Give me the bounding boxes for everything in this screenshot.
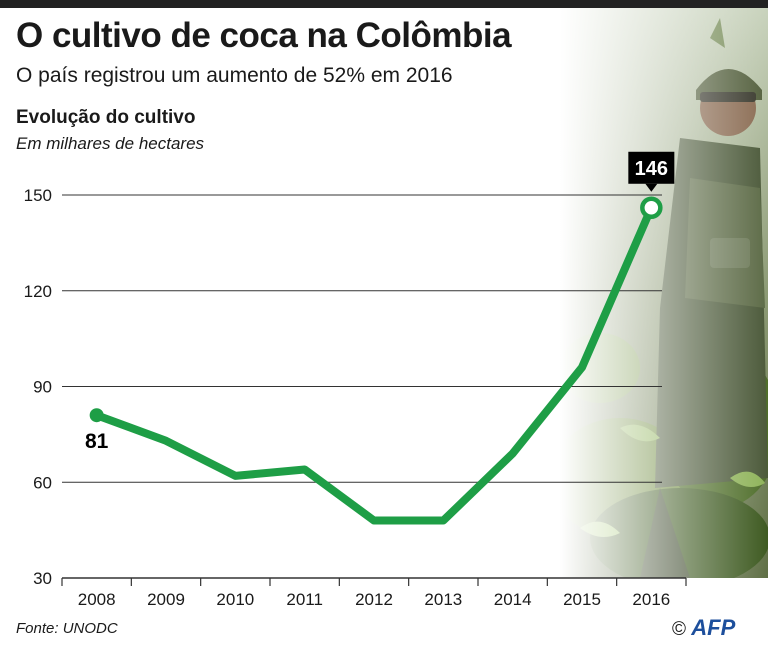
data-point-2008 xyxy=(89,408,104,423)
x-tick-label: 2015 xyxy=(563,590,601,609)
page-title: O cultivo de coca na Colômbia xyxy=(16,16,512,55)
data-label-2008: 81 xyxy=(85,430,109,453)
series-line xyxy=(92,203,656,525)
data-point-2016 xyxy=(640,196,663,220)
callout-pointer xyxy=(645,183,658,192)
data-label-2016: 146 xyxy=(635,158,668,180)
x-tick-label: 2013 xyxy=(424,590,462,609)
x-tick-label: 2009 xyxy=(147,590,185,609)
chart-unit-label: Em milhares de hectares xyxy=(16,134,205,153)
y-tick-label: 150 xyxy=(24,186,52,205)
x-tick-label: 2010 xyxy=(216,590,254,609)
y-tick-label: 30 xyxy=(33,569,52,588)
soldier-photo xyxy=(560,8,768,578)
y-tick-label: 90 xyxy=(33,378,52,397)
x-tick-label: 2014 xyxy=(494,590,532,609)
chart-title: Evolução do cultivo xyxy=(16,107,196,128)
x-tick-label: 2012 xyxy=(355,590,393,609)
x-tick-label: 2011 xyxy=(286,590,323,609)
y-tick-label: 60 xyxy=(33,473,52,492)
afp-credit: © AFP xyxy=(672,615,735,641)
x-tick-label: 2008 xyxy=(78,590,116,609)
x-tick-label: 2016 xyxy=(632,590,670,609)
copyright-symbol: © xyxy=(672,619,686,640)
source-note: Fonte: UNODC xyxy=(16,620,118,637)
callout-box xyxy=(628,151,675,184)
page-subtitle: O país registrou um aumento de 52% em 20… xyxy=(16,64,453,87)
top-bar xyxy=(0,0,768,8)
afp-logo: AFP xyxy=(691,615,736,640)
y-tick-label: 120 xyxy=(24,282,52,301)
